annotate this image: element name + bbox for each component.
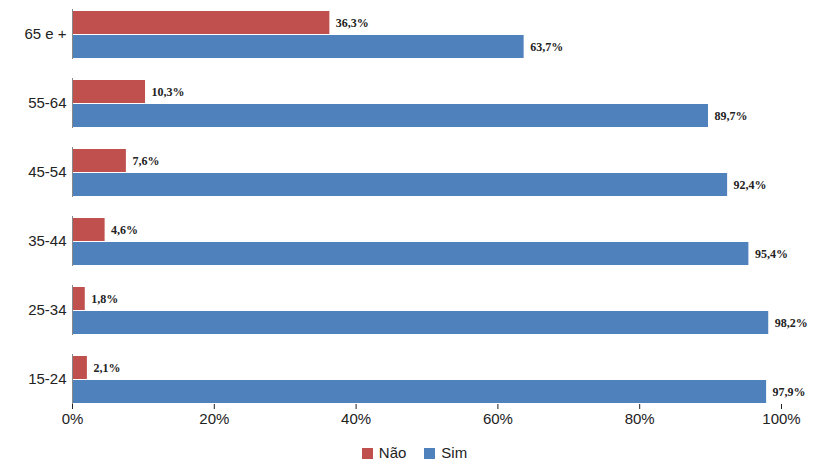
- svg-text:98,2%: 98,2%: [775, 316, 808, 330]
- svg-text:15-24: 15-24: [28, 370, 66, 387]
- svg-text:65 e +: 65 e +: [24, 25, 66, 42]
- svg-text:35-44: 35-44: [28, 232, 66, 249]
- svg-text:60%: 60%: [483, 410, 513, 427]
- svg-text:100%: 100%: [762, 410, 800, 427]
- svg-text:25-34: 25-34: [28, 301, 66, 318]
- svg-text:1,8%: 1,8%: [91, 292, 118, 306]
- svg-text:40%: 40%: [341, 410, 371, 427]
- svg-text:36,3%: 36,3%: [336, 16, 369, 30]
- svg-text:10,3%: 10,3%: [152, 85, 185, 99]
- svg-text:95,4%: 95,4%: [755, 247, 788, 261]
- svg-text:20%: 20%: [199, 410, 229, 427]
- svg-text:45-54: 45-54: [28, 163, 66, 180]
- svg-text:80%: 80%: [625, 410, 655, 427]
- svg-text:63,7%: 63,7%: [530, 40, 563, 54]
- svg-text:92,4%: 92,4%: [734, 178, 767, 192]
- html-text:Não: Não: [378, 443, 407, 461]
- svg-text:55-64: 55-64: [28, 94, 66, 111]
- svg-text:4,6%: 4,6%: [111, 223, 138, 237]
- svg-text:97,9%: 97,9%: [773, 385, 806, 399]
- svg-text:7,6%: 7,6%: [132, 154, 159, 168]
- svg-text:2,1%: 2,1%: [93, 361, 120, 375]
- html-text:Sim: Sim: [441, 443, 468, 461]
- svg-text:0%: 0%: [62, 410, 84, 427]
- svg-text:89,7%: 89,7%: [714, 109, 747, 123]
